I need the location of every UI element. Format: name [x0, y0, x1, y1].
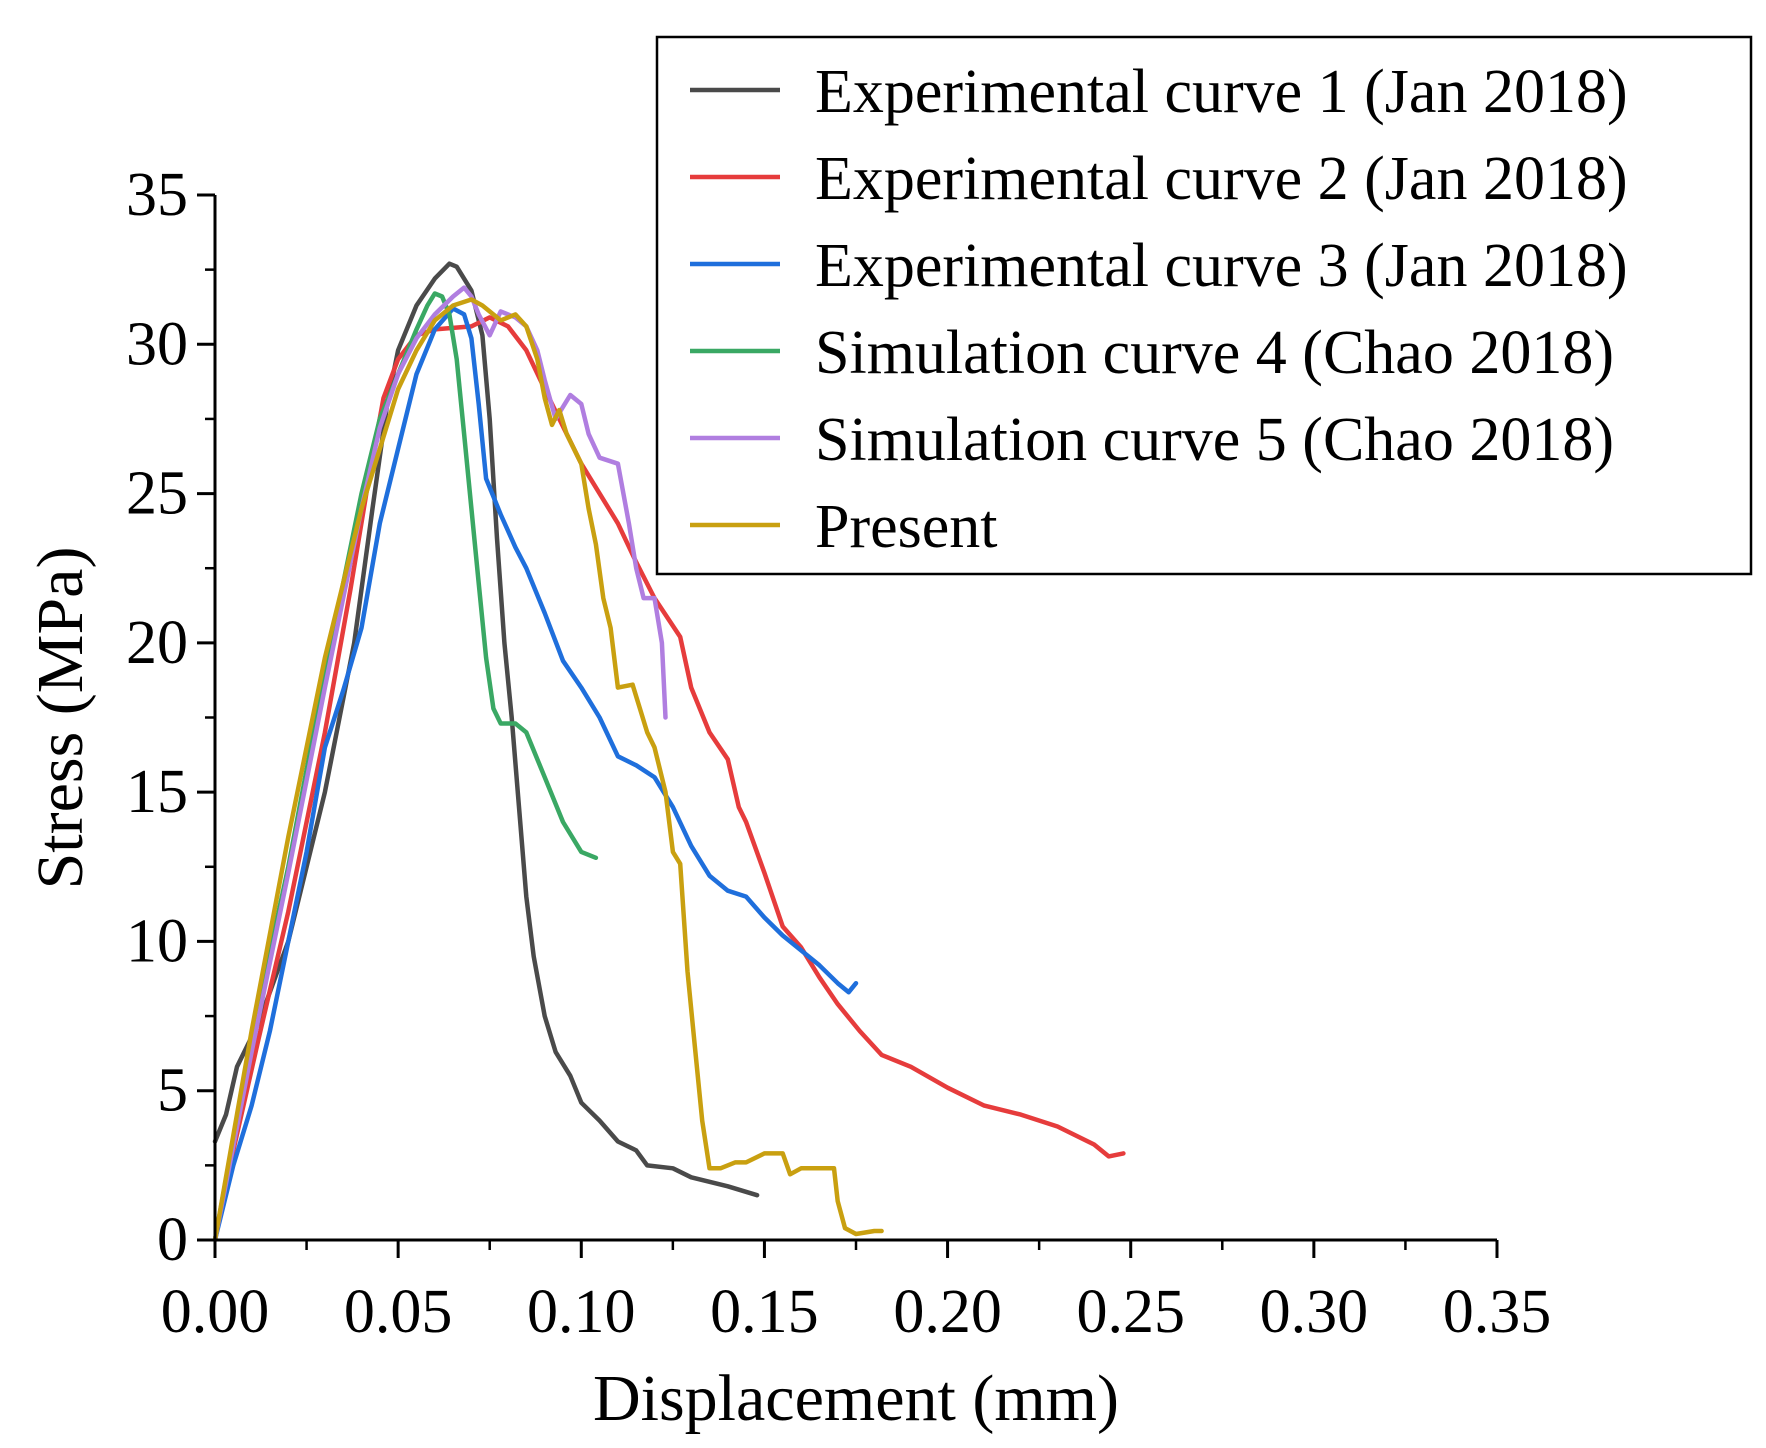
legend-label-5: Simulation curve 5 (Chao 2018): [815, 406, 1614, 474]
x-tick-label: 0.30: [1260, 1278, 1369, 1346]
series-line-3: [212, 306, 859, 1243]
y-tick-label: 30: [126, 310, 188, 378]
series-line-4: [212, 291, 599, 1243]
legend-label-2: Experimental curve 2 (Jan 2018): [815, 145, 1628, 213]
y-tick-label: 15: [126, 758, 188, 826]
series-line-6: [212, 297, 884, 1243]
y-tick-label: 10: [126, 907, 188, 975]
legend-label-1: Experimental curve 1 (Jan 2018): [815, 58, 1628, 126]
legend-box: [655, 35, 1753, 576]
x-tick-label: 0.35: [1443, 1278, 1552, 1346]
x-tick-label: 0.00: [161, 1278, 270, 1346]
x-tick-label: 0.15: [710, 1278, 819, 1346]
y-tick-label: 5: [157, 1057, 188, 1125]
x-tick-label: 0.10: [527, 1278, 636, 1346]
x-axis-label: Displacement (mm): [593, 1362, 1119, 1435]
y-tick-label: 25: [126, 460, 188, 528]
y-tick-label: 35: [126, 161, 188, 229]
y-tick-label: 0: [157, 1206, 188, 1274]
y-axis-label: Stress (MPa): [24, 547, 97, 890]
x-tick-label: 0.25: [1076, 1278, 1185, 1346]
series-line-5: [212, 285, 668, 1243]
y-tick-label: 20: [126, 609, 188, 677]
plot-series: [212, 261, 1126, 1243]
x-ticks: 0.00 0.05 0.10 0.15 0.20 0.25 0.30 0.35: [161, 1240, 1552, 1346]
legend-label-4: Simulation curve 4 (Chao 2018): [815, 319, 1614, 387]
legend-label-6: Present: [815, 493, 998, 561]
y-ticks: 0 5 10 15 20 25 30 35: [126, 161, 215, 1274]
legend-label-3: Experimental curve 3 (Jan 2018): [815, 232, 1628, 300]
legend: Experimental curve 1 (Jan 2018) Experimen…: [655, 35, 1753, 576]
x-tick-label: 0.05: [344, 1278, 453, 1346]
x-tick-label: 0.20: [893, 1278, 1002, 1346]
